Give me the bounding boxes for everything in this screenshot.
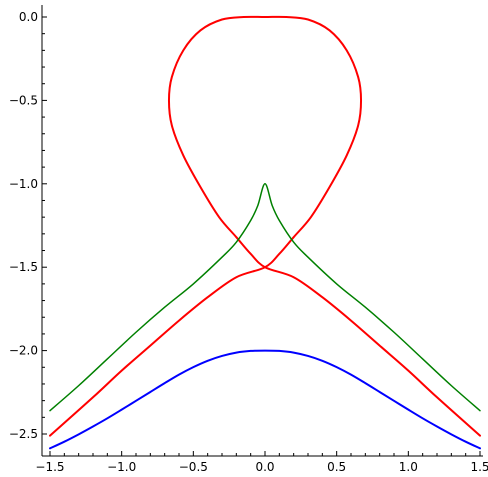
y-tick-label: −1.5 xyxy=(9,260,38,274)
y-tick-label: −2.5 xyxy=(9,427,38,441)
plot-area xyxy=(49,15,481,450)
y-tick-label: 0.0 xyxy=(19,10,38,24)
x-tick-label: 1.0 xyxy=(399,460,418,474)
x-tick-label: −0.5 xyxy=(179,460,208,474)
y-tick-label: −2.0 xyxy=(9,344,38,358)
red-curve xyxy=(49,15,481,437)
x-tick-label: 0.5 xyxy=(327,460,346,474)
x-tick-label: −1.0 xyxy=(107,460,136,474)
y-tick-label: −1.0 xyxy=(9,177,38,191)
x-tick-label: −1.5 xyxy=(35,460,64,474)
x-tick-label: 1.5 xyxy=(470,460,488,474)
green-curve xyxy=(49,183,481,412)
x-tick-label: 0.0 xyxy=(255,460,274,474)
y-tick-label: −0.5 xyxy=(9,93,38,107)
blue-curve xyxy=(49,349,481,450)
axes: 0.0 −0.5 −1.0 −1.5 −2.0 −2.5 −1.5 −1.0 −0.5 0.0 0.… xyxy=(9,5,488,474)
